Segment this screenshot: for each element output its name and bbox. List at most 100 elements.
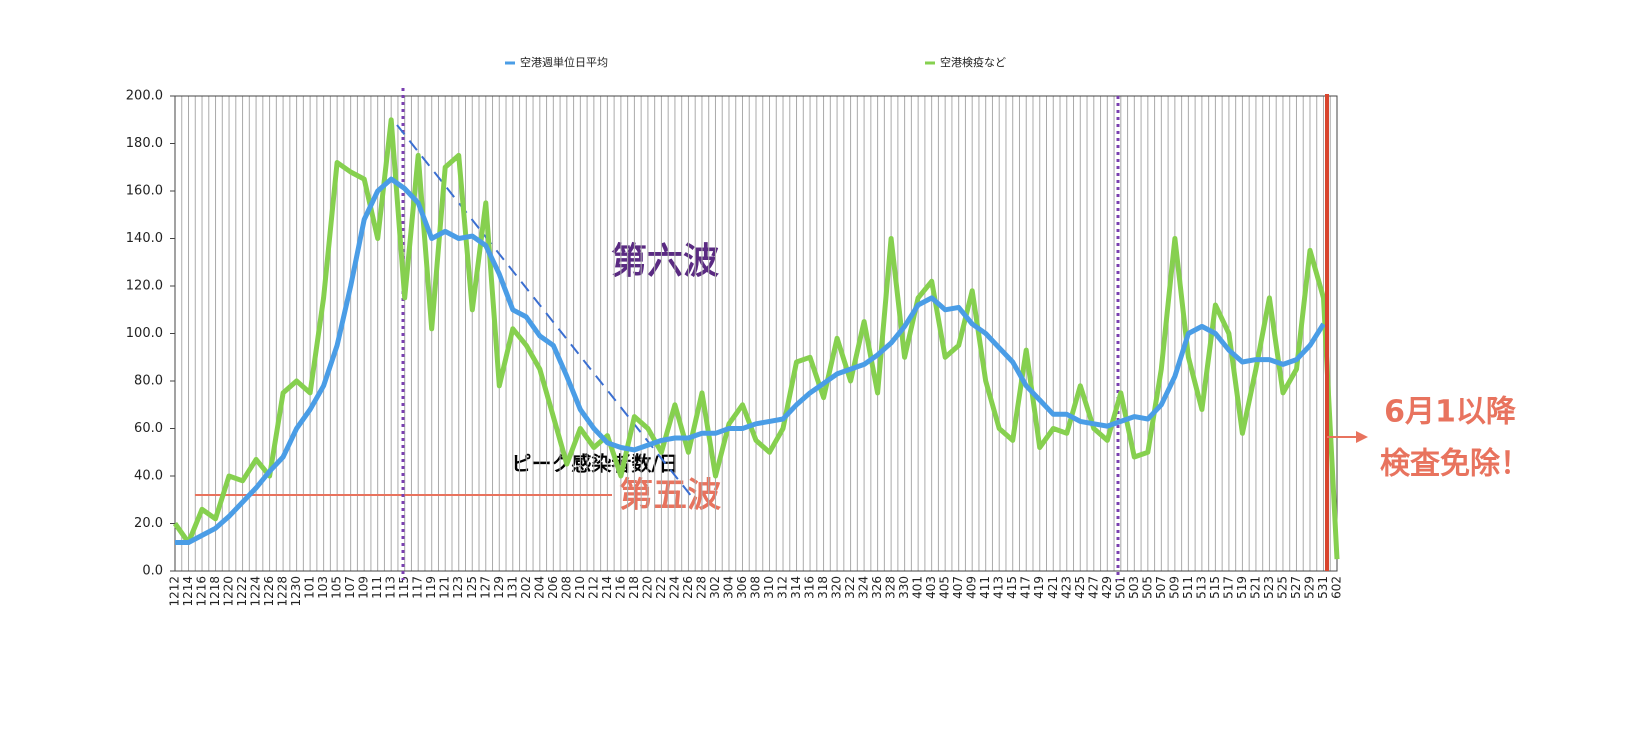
x-tick-label: 429 bbox=[1100, 576, 1114, 599]
plot-frame bbox=[174, 95, 1338, 572]
x-tick-label: 1222 bbox=[235, 576, 249, 607]
x-tick-label: 308 bbox=[749, 576, 763, 599]
y-tick-label: 140.0 bbox=[126, 231, 163, 246]
x-tick-label: 206 bbox=[546, 576, 560, 599]
x-tick-label: 318 bbox=[816, 576, 830, 599]
annotation: ピーク感染者数/日 bbox=[511, 452, 678, 476]
series-line bbox=[175, 176, 1326, 545]
x-tick-label: 131 bbox=[505, 576, 519, 599]
x-tick-label: 405 bbox=[938, 576, 952, 599]
y-tick-label: 80.0 bbox=[134, 374, 163, 389]
x-tick-label: 413 bbox=[992, 576, 1006, 599]
x-tick-label: 421 bbox=[1046, 576, 1060, 599]
x-tick-label: 314 bbox=[789, 576, 803, 599]
x-tick-label: 531 bbox=[1316, 576, 1330, 599]
x-tick-label: 123 bbox=[451, 576, 465, 599]
x-tick-label: 129 bbox=[492, 576, 506, 599]
x-tick-label: 326 bbox=[870, 576, 884, 599]
x-tick-label: 403 bbox=[924, 576, 938, 599]
legend-label: 空港週単位日平均 bbox=[520, 55, 608, 69]
x-tick-label: 525 bbox=[1275, 576, 1289, 599]
x-tick-label: 204 bbox=[532, 576, 546, 599]
x-tick-label: 503 bbox=[1127, 576, 1141, 599]
y-tick-label: 180.0 bbox=[126, 136, 163, 151]
x-tick-label: 523 bbox=[1262, 576, 1276, 599]
x-tick-label: 117 bbox=[411, 576, 425, 599]
y-tick-label: 0.0 bbox=[142, 564, 163, 579]
x-tick-label: 218 bbox=[627, 576, 641, 599]
x-tick-label: 1230 bbox=[289, 576, 303, 607]
x-tick-label: 1228 bbox=[276, 576, 290, 607]
x-tick-label: 214 bbox=[600, 576, 614, 599]
x-tick-label: 1224 bbox=[249, 576, 263, 607]
x-tick-label: 407 bbox=[951, 576, 965, 599]
x-tick-label: 125 bbox=[465, 576, 479, 599]
y-tick-label: 20.0 bbox=[134, 516, 163, 531]
x-tick-label: 111 bbox=[370, 576, 384, 599]
x-tick-label: 411 bbox=[978, 576, 992, 599]
x-tick-label: 507 bbox=[1154, 576, 1168, 599]
x-tick-label: 316 bbox=[803, 576, 817, 599]
x-tick-label: 1220 bbox=[222, 576, 236, 607]
x-tick-label: 107 bbox=[343, 576, 357, 599]
x-tick-label: 121 bbox=[438, 576, 452, 599]
y-tick-label: 60.0 bbox=[134, 421, 163, 436]
x-tick-label: 417 bbox=[1019, 576, 1033, 599]
x-tick-label: 1226 bbox=[262, 576, 276, 607]
x-tick-label: 103 bbox=[316, 576, 330, 599]
x-tick-label: 208 bbox=[559, 576, 573, 599]
x-tick-label: 1216 bbox=[195, 576, 209, 607]
x-tick-label: 423 bbox=[1059, 576, 1073, 599]
x-tick-label: 515 bbox=[1208, 576, 1222, 599]
x-tick-label: 509 bbox=[1167, 576, 1181, 599]
legend-label: 空港検疫など bbox=[940, 55, 1006, 69]
x-tick-label: 320 bbox=[830, 576, 844, 599]
x-tick-label: 501 bbox=[1113, 576, 1127, 599]
x-tick-label: 1214 bbox=[181, 576, 195, 607]
x-tick-label: 419 bbox=[1032, 576, 1046, 599]
x-tick-label: 220 bbox=[640, 576, 654, 599]
annotation: 6月1以降 bbox=[1384, 395, 1517, 430]
y-tick-label: 160.0 bbox=[126, 184, 163, 199]
x-tick-label: 310 bbox=[762, 576, 776, 599]
x-tick-label: 105 bbox=[330, 576, 344, 599]
x-tick-label: 109 bbox=[357, 576, 371, 599]
annotation: 検査免除！ bbox=[1380, 447, 1530, 482]
x-tick-label: 119 bbox=[424, 576, 438, 599]
x-tick-label: 324 bbox=[857, 576, 871, 599]
x-tick-label: 505 bbox=[1140, 576, 1154, 599]
x-tick-label: 521 bbox=[1248, 576, 1262, 599]
x-tick-label: 401 bbox=[911, 576, 925, 599]
x-tick-label: 226 bbox=[681, 576, 695, 599]
x-tick-label: 427 bbox=[1086, 576, 1100, 599]
x-tick-label: 222 bbox=[654, 576, 668, 599]
x-tick-label: 409 bbox=[965, 576, 979, 599]
y-tick-label: 120.0 bbox=[126, 279, 163, 294]
x-tick-label: 519 bbox=[1235, 576, 1249, 599]
x-tick-label: 425 bbox=[1073, 576, 1087, 599]
x-tick-label: 527 bbox=[1289, 576, 1303, 599]
x-tick-label: 513 bbox=[1194, 576, 1208, 599]
x-tick-label: 328 bbox=[884, 576, 898, 599]
series-line bbox=[172, 117, 1340, 560]
annotation: 第六波 bbox=[611, 241, 719, 282]
x-tick-label: 210 bbox=[573, 576, 587, 599]
x-tick-label: 312 bbox=[776, 576, 790, 599]
x-tick-label: 216 bbox=[613, 576, 627, 599]
x-tick-label: 517 bbox=[1221, 576, 1235, 599]
x-tick-label: 212 bbox=[586, 576, 600, 599]
annotation: 第五波 bbox=[619, 476, 721, 516]
y-tick-label: 40.0 bbox=[134, 469, 163, 484]
x-tick-label: 101 bbox=[303, 576, 317, 599]
y-tick-label: 200.0 bbox=[126, 89, 163, 104]
x-tick-label: 115 bbox=[397, 576, 411, 599]
x-tick-label: 127 bbox=[478, 576, 492, 599]
x-tick-label: 322 bbox=[843, 576, 857, 599]
x-tick-label: 511 bbox=[1181, 576, 1195, 599]
x-tick-label: 202 bbox=[519, 576, 533, 599]
arrow-head bbox=[1356, 431, 1368, 443]
x-tick-label: 224 bbox=[667, 576, 681, 599]
x-tick-label: 228 bbox=[694, 576, 708, 599]
x-tick-label: 113 bbox=[384, 576, 398, 599]
